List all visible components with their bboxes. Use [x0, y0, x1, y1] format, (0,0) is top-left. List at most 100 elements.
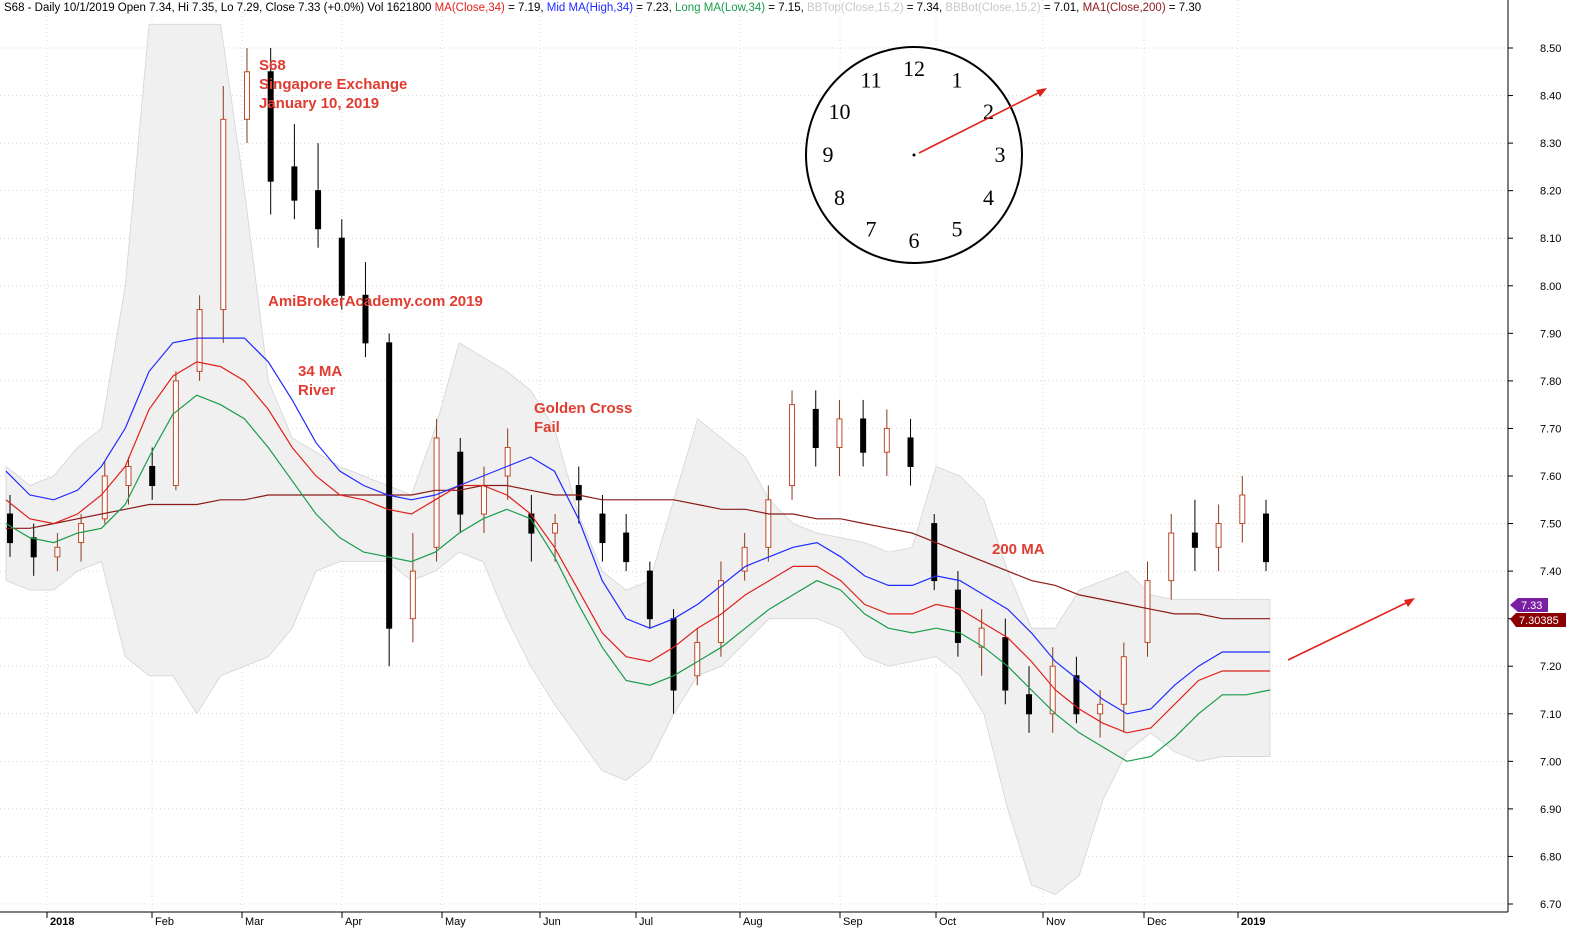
golden-cross-annotation: Golden Cross Fail — [534, 399, 632, 437]
y-tick-label: 7.90 — [1540, 328, 1561, 340]
y-tick-label: 7.20 — [1540, 661, 1561, 673]
y-tick-label: 7.70 — [1540, 423, 1561, 435]
candle-body — [623, 532, 630, 563]
clock-number: 12 — [903, 56, 925, 81]
candle-body — [670, 618, 677, 691]
x-tick-label: 2019 — [1241, 916, 1265, 928]
candle-body — [125, 465, 132, 487]
y-tick-label: 7.10 — [1540, 709, 1561, 721]
y-tick-label: 7.40 — [1540, 566, 1561, 578]
y-tick-label: 8.40 — [1540, 91, 1561, 103]
midma-legend: Mid MA(High,34) — [546, 2, 634, 14]
candle-body — [386, 342, 393, 629]
golden-cross-line2: Fail — [534, 419, 560, 436]
candle-body — [552, 523, 559, 534]
x-tick-label: Nov — [1046, 916, 1066, 928]
clock-number: 4 — [983, 185, 994, 210]
candle-body — [267, 71, 274, 182]
watermark-text: AmiBrokerAcademy.com 2019 — [268, 293, 483, 310]
ma34-value: = 7.19, — [504, 2, 544, 14]
candle-body — [1191, 532, 1198, 548]
candle-body — [220, 118, 227, 311]
ma34-annotation: 34 MA River — [298, 362, 342, 400]
x-tick-label: Jun — [543, 916, 561, 928]
bbtop-value: = 7.34, — [903, 2, 943, 14]
candle-body — [54, 546, 61, 558]
y-tick-label: 7.00 — [1540, 756, 1561, 768]
x-tick-label: Oct — [939, 916, 956, 928]
x-tick-label: Dec — [1147, 916, 1167, 928]
x-tick-label: Jul — [639, 916, 653, 928]
clock-center — [912, 153, 916, 157]
x-axis-ticks: 2018 Feb Mar Apr May Jun Jul Aug Sep Oct Nov Dec 201… — [46, 912, 1265, 928]
ma34-annotation-line2: River — [298, 382, 336, 399]
y-tick-label: 6.90 — [1540, 804, 1561, 816]
x-tick-label: Sep — [843, 916, 863, 928]
chart-header: S68 - Daily 10/1/2019 Open 7.34, Hi 7.35… — [4, 2, 1201, 14]
ma200-price-tag: 7.30385 — [1510, 613, 1566, 627]
clock-number: 8 — [834, 185, 845, 210]
bbbot-value: = 7.01, — [1040, 2, 1080, 14]
candle-body — [694, 641, 701, 677]
candle-body — [243, 71, 250, 120]
y-tick-label: 8.10 — [1540, 233, 1561, 245]
ma34-legend: MA(Close,34) — [434, 2, 505, 14]
trend-arrow — [1287, 598, 1415, 661]
bbtop-legend: BBTop(Close,15,2) — [807, 2, 904, 14]
candle-body — [1144, 580, 1151, 643]
candle-body — [480, 485, 487, 515]
annotation-date: January 10, 2019 — [259, 95, 380, 112]
candle-body — [599, 513, 606, 544]
clock-number: 3 — [995, 142, 1006, 167]
clock-number: 2 — [983, 99, 994, 124]
candle-body — [315, 190, 322, 230]
candle-body — [1263, 513, 1269, 563]
candle-body — [504, 446, 511, 477]
longma-value: = 7.15, — [765, 2, 804, 14]
clock-number: 5 — [952, 216, 963, 241]
candle-body — [457, 451, 464, 515]
candle-body — [765, 499, 772, 548]
candle-body — [575, 485, 582, 501]
x-tick-label: Aug — [743, 916, 763, 928]
ticker-info: S68 - Daily 10/1/2019 Open 7.34, Hi 7.35… — [4, 2, 432, 14]
bollinger-band-area — [5, 23, 1271, 895]
ma200-legend: MA1(Close,200) — [1082, 2, 1166, 14]
x-tick-label: Feb — [155, 916, 174, 928]
candle-body — [30, 537, 37, 558]
y-tick-label: 7.80 — [1540, 376, 1561, 388]
candle-body — [409, 570, 416, 620]
y-axis-ticks: 6.706.806.907.007.107.207.307.407.507.60… — [1508, 43, 1561, 911]
clock-number: 10 — [829, 99, 851, 124]
ma34-annotation-line1: 34 MA — [298, 363, 343, 380]
chart-annotation-title: S68 Singapore Exchange January 10, 2019 — [259, 56, 407, 113]
clock-arrow — [918, 88, 1047, 154]
candle-body — [1049, 665, 1056, 715]
candle-body — [978, 627, 985, 648]
midma-value: = 7.23, — [633, 2, 672, 14]
candle-body — [907, 437, 914, 467]
axes — [0, 0, 1509, 913]
annotation-exchange: Singapore Exchange — [259, 76, 408, 93]
candle-body — [196, 309, 203, 372]
bbbot-legend: BBBot(Close,15,2) — [945, 2, 1041, 14]
longma-legend: Long MA(Low,34) — [674, 2, 766, 14]
x-tick-label: Mar — [245, 916, 264, 928]
series-line — [5, 394, 1271, 762]
candle-body — [931, 523, 938, 582]
annotation-ticker: S68 — [259, 57, 286, 74]
candle-body — [883, 427, 890, 453]
bollinger-bands — [5, 23, 1271, 895]
y-tick-label: 8.30 — [1540, 138, 1561, 150]
series-line — [6, 484, 1270, 620]
candle-body — [1215, 523, 1222, 548]
x-tick-label: 2018 — [50, 916, 74, 928]
candle-body — [741, 546, 748, 572]
clock-number: 7 — [866, 216, 877, 241]
candle-body — [101, 475, 108, 520]
candle-body — [860, 418, 867, 453]
ma200-annotation: 200 MA — [992, 541, 1045, 558]
y-tick-label: 8.20 — [1540, 186, 1561, 198]
